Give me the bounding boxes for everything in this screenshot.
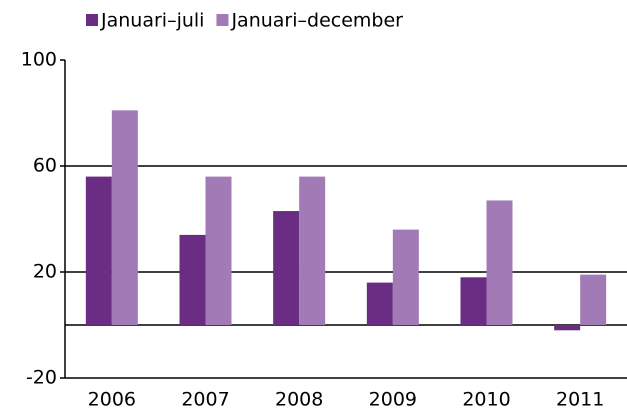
legend-swatch — [86, 14, 98, 26]
x-tick-label: 2011 — [556, 389, 604, 411]
bar — [179, 234, 206, 325]
bar — [273, 211, 300, 325]
bar — [460, 277, 487, 325]
bar — [392, 229, 419, 325]
x-tick-label: 2010 — [462, 389, 510, 411]
x-tick-label: 2009 — [369, 389, 417, 411]
bar — [111, 110, 138, 325]
y-tick-label: -20 — [26, 367, 57, 389]
legend-swatch — [216, 14, 229, 26]
y-tick-label: 100 — [21, 49, 57, 71]
x-tick-label: 2006 — [88, 389, 136, 411]
bar — [486, 200, 513, 325]
bar — [205, 176, 232, 325]
bar — [299, 176, 326, 325]
legend-label: Januari–juli — [100, 10, 204, 32]
x-tick-label: 2007 — [181, 389, 229, 411]
bar — [366, 282, 393, 325]
legend-label: Januari–december — [230, 10, 403, 32]
bar — [554, 325, 581, 331]
y-tick-label: 20 — [33, 261, 57, 283]
y-tick-label: 60 — [33, 155, 57, 177]
bar — [580, 274, 607, 325]
x-tick-label: 2008 — [275, 389, 323, 411]
bar — [85, 176, 112, 325]
